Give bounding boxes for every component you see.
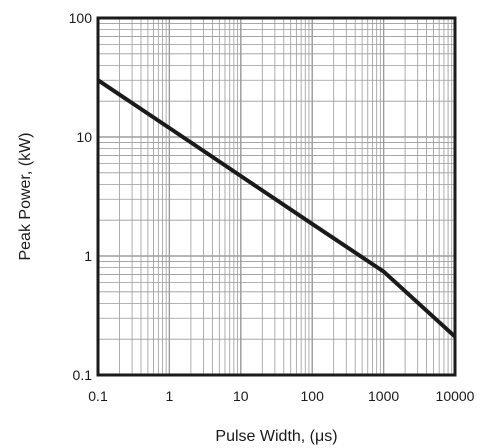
y-tick-label: 10: [76, 129, 92, 145]
y-tick-label: 100: [69, 10, 93, 26]
x-tick-label: 1000: [368, 388, 399, 404]
plot-frame: [96, 16, 457, 377]
x-tick-label: 0.1: [88, 388, 108, 404]
y-tick-label: 0.1: [73, 367, 93, 383]
x-tick-label: 10: [233, 388, 249, 404]
y-tick-label: 1: [84, 248, 92, 264]
tick-labels: 0.1 1 10 100 1000 10000 0.1 1 10 100: [69, 10, 475, 404]
y-axis-label: Peak Power, (kW): [17, 132, 34, 260]
x-tick-label: 100: [301, 388, 325, 404]
x-tick-label: 1: [166, 388, 174, 404]
x-tick-label: 10000: [436, 388, 475, 404]
series-line: [96, 78, 457, 339]
x-axis-label: Pulse Width, (μs): [215, 428, 337, 445]
chart-grid: [98, 18, 455, 375]
